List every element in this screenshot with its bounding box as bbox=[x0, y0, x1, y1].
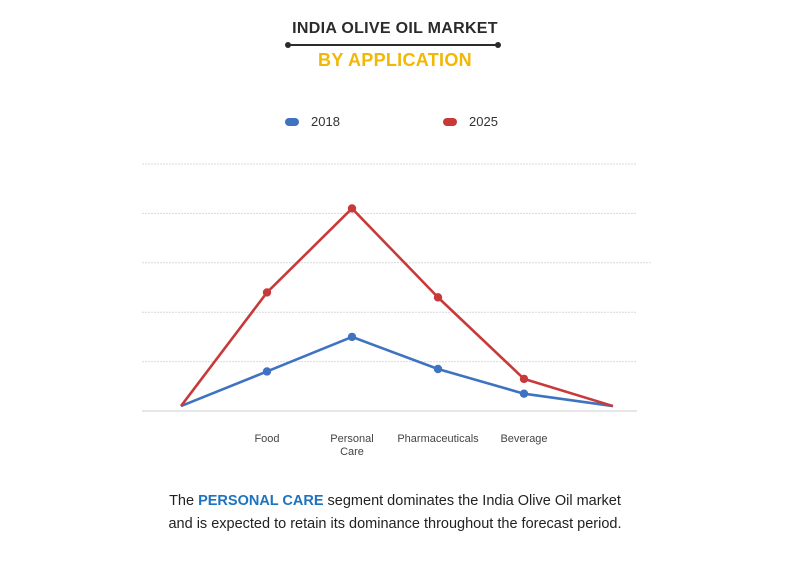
data-point-2018-pharmaceuticals bbox=[433, 364, 443, 374]
data-point-2025-pharmaceuticals bbox=[433, 293, 443, 302]
chart-subtitle: BY APPLICATION bbox=[318, 50, 472, 70]
caption-highlight: PERSONAL CARE bbox=[198, 493, 324, 509]
legend-item-2025: 2025 bbox=[443, 114, 498, 129]
line-chart: Food Personal Care Pharmaceuticals Beverage bbox=[142, 163, 651, 458]
x-tick-label-food: Food bbox=[254, 433, 279, 445]
series-line-2018 bbox=[180, 335, 614, 408]
data-point-2018-beverage bbox=[519, 389, 529, 398]
caption-text-line1: segment dominates the India Olive Oil ma… bbox=[323, 493, 621, 509]
data-point-2025-beverage bbox=[519, 374, 529, 384]
legend-swatch-2025 bbox=[443, 117, 457, 126]
legend-swatch-2018 bbox=[285, 117, 299, 126]
caption-text-line2: and is expected to retain its dominance … bbox=[168, 516, 622, 532]
legend-item-2018: 2018 bbox=[285, 114, 340, 129]
legend-label-2025: 2025 bbox=[469, 114, 498, 129]
x-tick-label-pharmaceuticals: Pharmaceuticals bbox=[397, 433, 479, 445]
caption: The PERSONAL CARE segment dominates the … bbox=[0, 490, 790, 536]
title-underline bbox=[285, 42, 501, 48]
data-point-2025-food bbox=[262, 288, 272, 297]
legend-label-2018: 2018 bbox=[311, 114, 340, 129]
data-point-2018-personal-care bbox=[347, 332, 357, 342]
chart-title: INDIA OLIVE OIL MARKET bbox=[292, 20, 498, 37]
data-point-2025-personal-care bbox=[347, 204, 357, 213]
data-point-2018-food bbox=[262, 367, 272, 376]
x-tick-label-beverage: Beverage bbox=[500, 433, 547, 445]
caption-text-start: The bbox=[169, 493, 199, 509]
x-tick-label-personal-care: Personal Care bbox=[330, 433, 373, 458]
series-line-2025 bbox=[179, 207, 614, 408]
